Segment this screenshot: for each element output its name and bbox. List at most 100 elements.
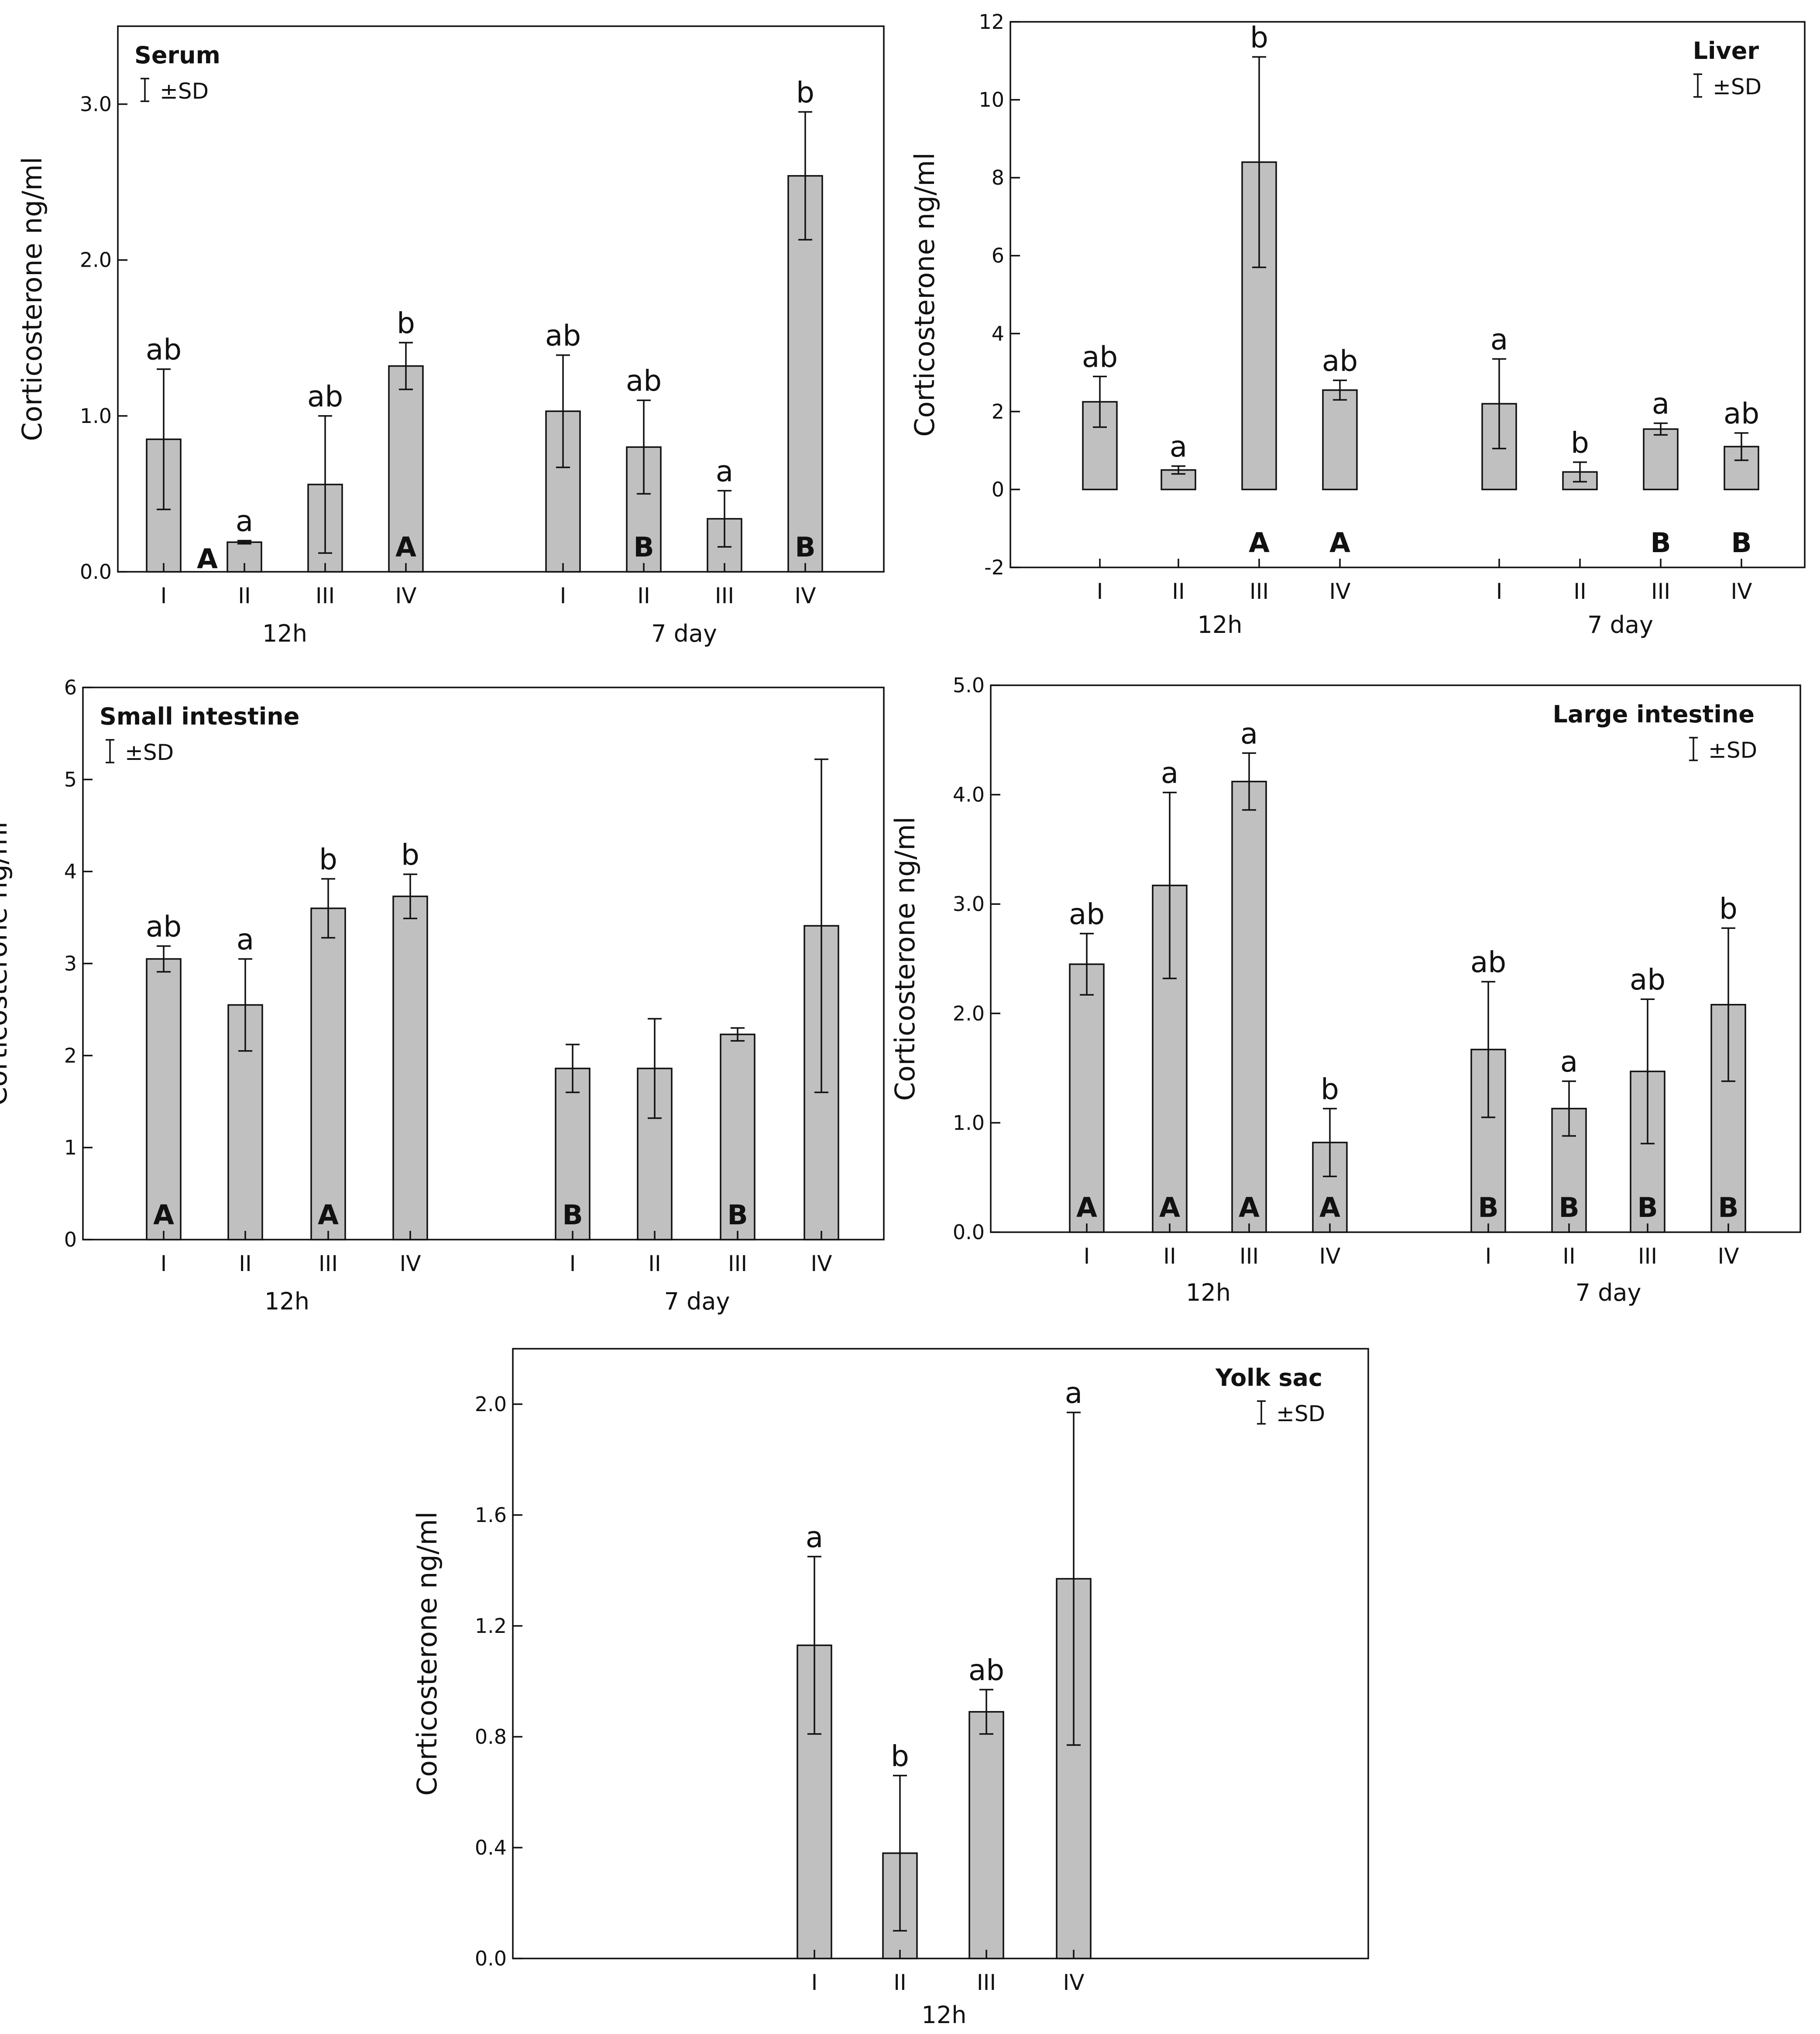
y-tick-label: 0.4 (475, 1836, 507, 1859)
bar-group-letter: B (1731, 527, 1751, 559)
y-tick-label: 1.0 (953, 1111, 985, 1134)
bar-group-letter: A (395, 531, 416, 563)
error-bar (556, 354, 570, 468)
error-bar (807, 1556, 821, 1735)
x-category-label: II (637, 583, 650, 608)
sd-legend-label: ±SD (125, 740, 174, 765)
significance-letter: ab (1082, 340, 1118, 374)
significance-letter: b (1719, 892, 1738, 925)
error-bar (648, 1018, 662, 1119)
x-category-label: III (728, 1251, 747, 1276)
x-group-label: 12h (922, 2001, 967, 2029)
panel-title: Small intestine (100, 703, 299, 730)
error-bar (1171, 465, 1185, 475)
error-bar (1323, 1108, 1337, 1177)
error-bar (1163, 791, 1177, 979)
error-bar (399, 342, 413, 390)
bar-III (720, 1034, 755, 1240)
x-group-label: 7 day (664, 1288, 730, 1315)
bar-group-letter: A (1239, 1192, 1260, 1223)
x-category-label: IV (1319, 1244, 1341, 1269)
y-tick-label: 0 (992, 478, 1004, 501)
y-tick-label: 5.0 (953, 673, 985, 697)
y-axis-label: Corticosterone ng/ml (889, 817, 921, 1101)
bar-group-letter: A (318, 1199, 339, 1231)
bar-group-letter: B (1559, 1192, 1579, 1223)
significance-letter: a (1240, 717, 1258, 750)
sd-legend-label: ±SD (1713, 74, 1762, 100)
error-bar (566, 1044, 580, 1093)
panel-serum: 0.0 1.0 2.0 3.0 Corticosterone ng/ml Serum ±SD… (16, 25, 885, 647)
error-bar (1080, 933, 1094, 996)
x-group-label: 12h (262, 620, 307, 647)
plot-frame (117, 25, 885, 573)
bar-group-letter: B (727, 1199, 748, 1231)
y-tick-label: 2 (64, 1044, 77, 1067)
x-category-label: IV (1329, 579, 1351, 604)
error-bar (1734, 432, 1748, 461)
significance-letter: a (236, 505, 253, 538)
error-bar (814, 758, 828, 1093)
error-bar (318, 415, 332, 554)
y-tick-label: 2.0 (953, 1002, 985, 1025)
error-bar (321, 878, 335, 939)
y-tick-label: 3.0 (953, 892, 985, 916)
bar-group-letter: A (1329, 527, 1350, 559)
error-bar (237, 539, 251, 545)
bar-III (310, 907, 346, 1240)
significance-letter: a (1065, 1376, 1082, 1410)
x-category-label: II (239, 1251, 252, 1276)
x-group-label: 12h (264, 1288, 309, 1315)
error-bar (1641, 998, 1655, 1144)
y-tick-label: 0.0 (475, 1947, 507, 1970)
bar-IV (1710, 1004, 1746, 1233)
error-bar (1252, 56, 1266, 268)
bar-IV (787, 175, 823, 573)
y-tick-label: 1.6 (475, 1503, 507, 1527)
significance-letter: ab (1724, 397, 1759, 430)
significance-letter: b (891, 1739, 909, 1773)
significance-letter: a (1560, 1045, 1578, 1079)
significance-letter: b (401, 838, 419, 872)
significance-letter: ab (545, 319, 581, 353)
significance-letter: a (1170, 430, 1187, 464)
panel-liver: -2 0 2 4 6 8 10 12 Corticosterone ng/ml Liver ±SD a… (909, 10, 1806, 639)
panel-title: Large intestine (1553, 701, 1755, 728)
x-category-label: IV (395, 583, 417, 608)
error-bar (1562, 1080, 1576, 1137)
error-bar (157, 368, 171, 510)
error-bar (1242, 752, 1256, 811)
significance-letter: ab (1322, 344, 1358, 378)
bar-I (1069, 963, 1105, 1233)
x-category-label: I (1496, 579, 1503, 604)
x-category-label: IV (1731, 579, 1752, 604)
sd-legend-label: ±SD (160, 79, 209, 104)
bar-group-letter: B (795, 531, 815, 563)
significance-letter: ab (1069, 897, 1105, 931)
error-bar (1492, 358, 1506, 450)
y-tick-label: 4 (992, 322, 1004, 345)
error-bar (979, 1689, 993, 1735)
bar-I (146, 958, 182, 1240)
sd-legend-icon (1689, 737, 1698, 761)
error-bar (1573, 461, 1587, 483)
x-category-label: II (1163, 1244, 1176, 1269)
y-tick-label: 1 (64, 1136, 77, 1159)
error-bar (637, 399, 651, 495)
bar-group-letter: B (633, 531, 654, 563)
x-category-label: I (1084, 1244, 1090, 1269)
x-category-label: IV (795, 583, 816, 608)
bar-I (545, 410, 581, 573)
significance-letter: ab (1470, 945, 1506, 979)
plot-frame (1010, 21, 1806, 568)
x-category-label: III (715, 583, 734, 608)
y-tick-label: 6 (992, 244, 1004, 268)
bar-III (1231, 780, 1267, 1233)
plot-frame (990, 684, 1801, 1233)
x-category-label: I (811, 1970, 818, 1995)
bar-IV (388, 365, 424, 573)
x-group-label: 7 day (1587, 611, 1653, 639)
x-category-label: III (1240, 1244, 1259, 1269)
error-bar (1654, 422, 1668, 436)
bar-group-letter: A (1249, 527, 1270, 559)
